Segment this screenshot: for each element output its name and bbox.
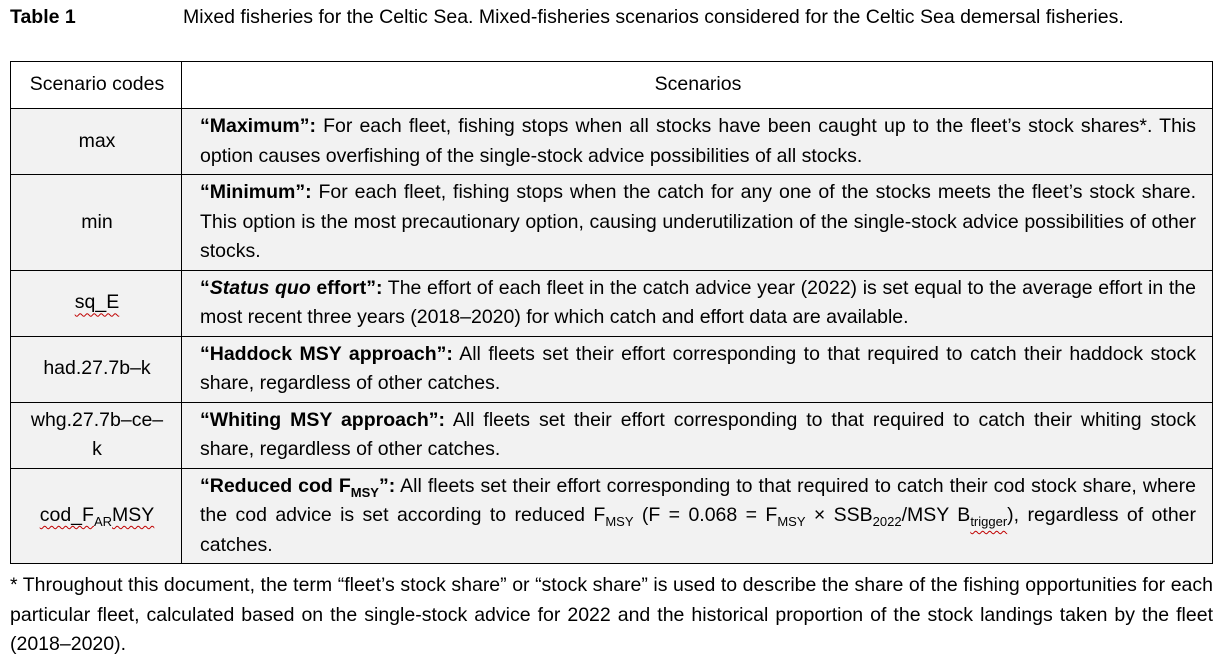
scenario-text-b: (F = 0.068 = F: [633, 504, 778, 526]
header-scenarios: Scenarios: [181, 61, 1213, 109]
subscript-trigger: trigger: [970, 513, 1008, 529]
title-main: “Reduced cod F: [200, 474, 351, 497]
scenario-text-d: /MSY B: [901, 504, 971, 526]
scenario-title: “Haddock MSY approach”:: [200, 342, 453, 365]
table-caption-label: Table 1: [10, 6, 76, 28]
scenario-title: “Reduced cod FMSY”:: [200, 474, 396, 500]
scenario-text: For each fleet, fishing stops when the c…: [200, 181, 1196, 262]
scenario-text-a: All fleets set their effort correspondin…: [200, 474, 1196, 527]
scenario-text: For each fleet, fishing stops when all s…: [200, 115, 1196, 167]
scenario-text: The effort of each fleet in the catch ad…: [200, 276, 1196, 329]
scenario-code: cod_FARMSY: [10, 467, 182, 564]
table-row: sq_E “Status quo effort”: The effort of …: [10, 269, 1213, 337]
scenario-description: “Status quo effort”: The effort of each …: [181, 269, 1213, 337]
scenario-title-italic: Status quo: [209, 276, 311, 299]
scenario-description: “Reduced cod FMSY”: All fleets set their…: [181, 467, 1213, 564]
scenario-code: max: [10, 108, 182, 175]
scenario-title-open: “: [200, 276, 210, 299]
scenario-code-text: sq_E: [74, 291, 120, 314]
subscript-ssb-year: 2022: [872, 513, 902, 529]
scenario-title: “Minimum”:: [200, 181, 312, 203]
scenario-code: whg.27.7b–ce–k: [10, 401, 182, 469]
scenario-code: min: [10, 174, 182, 271]
table-header-row: Scenario codes Scenarios: [10, 61, 1213, 109]
table-footnote: * Throughout this document, the term “fl…: [10, 574, 1213, 655]
scenario-text: All fleets set their effort correspondin…: [200, 408, 1196, 461]
scenario-description: “Maximum”: For each fleet, fishing stops…: [181, 108, 1213, 175]
subscript-fmsy-2: MSY: [777, 513, 806, 529]
scenario-title: “Maximum”:: [200, 115, 316, 137]
scenario-description: “Haddock MSY approach”: All fleets set t…: [181, 335, 1213, 403]
table-row: min “Minimum”: For each fleet, fishing s…: [10, 174, 1213, 271]
scenario-title-rest: effort”:: [310, 276, 383, 299]
table-caption-text: Mixed fisheries for the Celtic Sea. Mixe…: [183, 6, 1124, 28]
scenarios-table: Scenario codes Scenarios max “Maximum”: …: [10, 61, 1213, 564]
scenario-title: “Whiting MSY approach”:: [200, 408, 445, 431]
scenario-text: All fleets set their effort correspondin…: [200, 342, 1196, 395]
subscript-fmsy-1: MSY: [605, 513, 634, 529]
code-end: MSY: [112, 504, 155, 526]
code-main: cod_F: [39, 504, 94, 526]
scenario-description: “Minimum”: For each fleet, fishing stops…: [181, 174, 1213, 271]
code-subscript: AR: [93, 513, 112, 529]
table-row: whg.27.7b–ce–k “Whiting MSY approach”: A…: [10, 401, 1213, 469]
table-row: had.27.7b–k “Haddock MSY approach”: All …: [10, 335, 1213, 403]
table-row: cod_FARMSY “Reduced cod FMSY”: All fleet…: [10, 467, 1213, 564]
scenario-code: had.27.7b–k: [10, 335, 182, 403]
title-subscript: MSY: [350, 484, 379, 500]
table-caption: Table 1 Mixed fisheries for the Celtic S…: [10, 3, 1213, 32]
scenario-code-text: cod_FARMSY: [39, 504, 155, 529]
scenario-code: sq_E: [10, 269, 182, 337]
scenario-description: “Whiting MSY approach”: All fleets set t…: [181, 401, 1213, 469]
title-end: ”:: [378, 474, 396, 497]
scenario-text-c: × SSB: [805, 504, 873, 526]
table-row: max “Maximum”: For each fleet, fishing s…: [10, 108, 1213, 175]
scenario-text-e: ), regardless of other catches.: [200, 504, 1196, 556]
header-scenario-codes: Scenario codes: [10, 61, 182, 109]
